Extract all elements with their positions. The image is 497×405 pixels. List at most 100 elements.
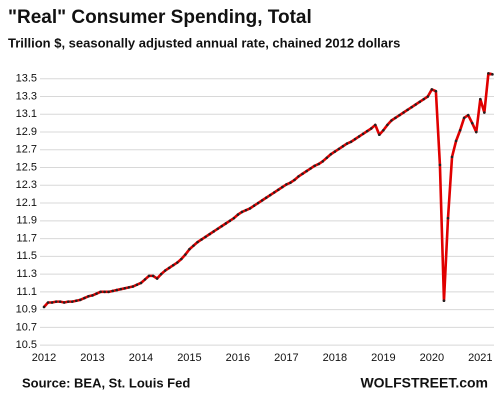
data-point [285,183,288,186]
data-point [297,175,300,178]
data-point [378,133,381,136]
y-tick-label: 11.7 [16,232,37,244]
data-point [103,290,106,294]
data-point [329,152,333,156]
data-point [224,222,228,225]
data-point [470,121,474,125]
data-point [487,72,490,75]
data-point [264,196,268,200]
data-point [373,123,377,127]
data-point [289,181,292,184]
x-tick-label: 2013 [80,352,104,364]
data-point [479,97,482,101]
data-point [180,257,183,261]
data-point [46,301,50,304]
x-tick-label: 2012 [32,352,56,364]
chart-subtitle: Trillion $, seasonally adjusted annual r… [8,35,400,50]
data-point [75,299,78,303]
data-point [204,235,207,239]
data-point [369,127,373,130]
data-point [216,227,220,231]
data-point [491,73,494,76]
data-point [66,300,70,303]
data-point [139,281,143,285]
y-tick-label: 13.1 [16,108,37,120]
data-point [83,296,86,300]
data-point [171,263,175,267]
data-point [188,247,191,251]
data-point [390,119,393,122]
data-point [260,199,264,202]
data-point [200,238,203,241]
y-tick-label: 12.1 [16,197,37,209]
y-tick-label: 11.1 [16,286,37,298]
data-point [256,201,260,205]
data-point [54,300,58,303]
data-point [212,230,215,233]
y-tick-label: 12.3 [16,179,37,191]
data-point [42,305,46,309]
data-point [450,155,454,159]
data-point [119,287,123,291]
chart-title: "Real" Consumer Spending, Total [8,7,312,28]
data-point [466,113,470,117]
data-point [252,204,256,208]
data-point [176,261,179,264]
x-tick-label: 2014 [129,352,153,364]
data-point [248,207,252,210]
data-point [406,108,409,112]
data-point [159,272,163,276]
x-tick-label: 2017 [274,352,298,364]
data-point [430,88,434,91]
data-point [155,277,159,280]
data-point [135,283,139,287]
data-point [99,290,102,294]
data-point [483,111,486,114]
data-point [474,130,478,134]
data-point [382,128,385,132]
data-point [313,164,316,168]
data-point [62,301,66,304]
data-point [333,150,337,153]
x-tick-label: 2015 [177,352,201,364]
y-tick-label: 12.9 [16,126,37,138]
data-point [192,244,195,247]
data-point [232,216,236,220]
data-point [426,95,430,98]
data-point [321,160,325,163]
data-point [228,219,232,223]
data-point [167,266,171,270]
data-point [438,163,442,167]
x-tick-label: 2021 [468,352,492,364]
data-point [365,129,369,133]
x-tick-label: 2019 [371,352,395,364]
data-point [236,213,240,216]
data-point [414,103,417,106]
data-point [127,286,131,289]
data-point [357,135,361,138]
data-point [163,269,167,272]
data-point [220,224,224,228]
data-point [394,116,397,120]
y-tick-label: 11.3 [16,268,37,280]
data-point [353,137,357,141]
data-point [402,111,405,114]
data-point [147,274,151,278]
data-point [151,274,155,278]
y-tick-label: 12.5 [16,161,37,173]
data-point [244,208,248,212]
y-tick-label: 13.3 [16,90,37,102]
data-point [281,185,284,189]
y-tick-label: 13.5 [16,73,37,85]
data-point [196,240,199,244]
data-point [208,232,211,236]
data-point [58,300,62,303]
data-point [293,178,296,182]
data-point [349,140,353,144]
data-point [305,169,308,173]
data-point [268,193,272,197]
data-point [317,162,321,166]
data-point [111,289,114,293]
data-point [462,116,466,120]
